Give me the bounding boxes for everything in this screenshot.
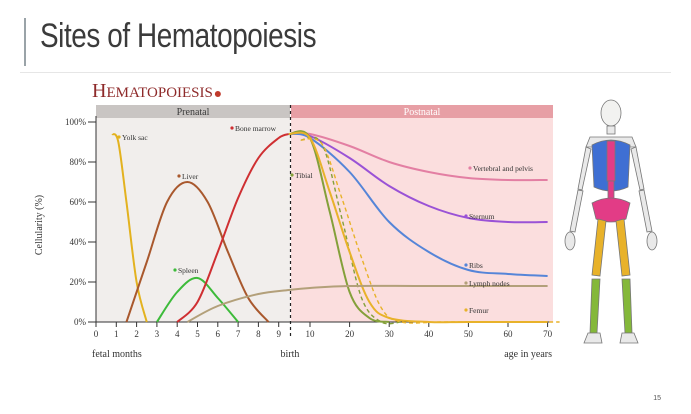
chart-title-rest: EMATOPOIESIS [106, 85, 212, 101]
x-axis: 0 1 2 3 4 5 6 7 8 9 10 20 30 40 50 60 70 [94, 321, 553, 339]
left-forearm [569, 189, 584, 233]
series-label-yolk-sac: Yolk sac [122, 133, 148, 142]
right-foot [619, 332, 639, 344]
y-tick-label: 20% [70, 277, 87, 287]
x-tick-label: 2 [134, 329, 139, 339]
right-tibia [621, 278, 633, 334]
x-tick-label: 8 [256, 329, 261, 339]
title-dot [214, 91, 221, 97]
x-tick-label: 20 [345, 329, 355, 339]
label-dot-tibial [290, 173, 294, 177]
prenatal-label: Prenatal [177, 107, 210, 118]
series-label-spleen: Spleen [178, 266, 199, 275]
series-label-tibial: Tibial [295, 171, 313, 180]
x-tick-label: 6 [216, 329, 221, 339]
series-line-vertebral-and-pelvis [288, 132, 548, 182]
series-label-bone-marrow: Bone marrow [235, 124, 277, 133]
series-label-femur: Femur [469, 306, 489, 315]
series-label-vertebral-and-pelvis: Vertebral and pelvis [473, 164, 533, 173]
left-femur [591, 218, 607, 277]
pelvis [591, 197, 631, 223]
series-label-sternum: Sternum [469, 212, 495, 221]
x-tick-label: 7 [236, 329, 241, 339]
y-tick-label: 80% [70, 157, 87, 167]
x-tick-label: 9 [276, 329, 281, 339]
series-label-liver: Liver [182, 172, 199, 181]
label-dot-spleen [173, 268, 177, 272]
y-axis: 0% 20% 40% 60% 80% 100% [65, 116, 97, 327]
left-tibia [589, 278, 601, 334]
right-humerus [630, 146, 645, 191]
y-axis-label: Cellularity (%) [34, 195, 45, 255]
series-label-ribs: Ribs [469, 261, 483, 270]
left-hand [564, 231, 576, 251]
series-group [111, 130, 560, 325]
postnatal-band [291, 105, 553, 118]
title-divider [20, 72, 671, 73]
title-accent-bar [24, 18, 26, 66]
x-label-fetal: fetal months [92, 349, 142, 360]
left-humerus [577, 146, 592, 191]
series-line-yolk-sac [111, 133, 148, 323]
hematopoiesis-chart: HEMATOPOIESIS Prenatal Postnatal 0%20%40… [34, 80, 560, 360]
x-tick-label: 70 [543, 329, 553, 339]
x-tick-label: 40 [424, 329, 434, 339]
series-line-liver [125, 180, 270, 323]
label-dot-sternum [464, 214, 468, 218]
postnatal-area [291, 118, 553, 322]
label-dot-bone-marrow [230, 126, 234, 130]
series-line-bone-marrow [176, 133, 290, 323]
x-tick-label: 30 [385, 329, 395, 339]
x-tick-label: 3 [155, 329, 160, 339]
y-tick-label: 100% [65, 117, 87, 127]
prenatal-area [96, 118, 290, 322]
series-line-spleen [156, 276, 239, 323]
label-dot-lymph-nodes [464, 281, 468, 285]
slide-title: Sites of Hematopoiesis [40, 17, 317, 55]
prenatal-band [96, 105, 290, 118]
x-label-years: age in years [504, 349, 552, 360]
skeleton-illustration [564, 99, 658, 344]
y-tick-label: 60% [70, 197, 87, 207]
y-tick-label: 0% [74, 317, 87, 327]
right-femur [615, 218, 631, 277]
skull [600, 99, 622, 127]
neck [606, 125, 616, 135]
series-line-femur-dashed [300, 137, 560, 324]
series-line-ribs [288, 132, 548, 277]
x-tick-label: 5 [195, 329, 200, 339]
x-tick-label: 1 [114, 329, 119, 339]
label-dot-liver [177, 174, 181, 178]
label-dot-yolk-sac [117, 135, 121, 139]
x-tick-label: 60 [504, 329, 514, 339]
x-label-birth: birth [281, 349, 300, 360]
chart-title-initial: H [92, 80, 106, 102]
series-labels: Yolk sac Liver Spleen Bone marrow Tibial Vert… [117, 124, 533, 315]
x-tick-label: 50 [464, 329, 474, 339]
series-line-lymph-nodes [186, 284, 548, 323]
series-line-sternum [288, 132, 548, 224]
series-label-lymph-nodes: Lymph nodes [469, 279, 510, 288]
x-tick-label: 10 [306, 329, 316, 339]
postnatal-label: Postnatal [404, 107, 441, 118]
x-tick-label: 4 [175, 329, 180, 339]
right-hand [646, 231, 658, 251]
x-tick-label: 0 [94, 329, 99, 339]
right-forearm [638, 189, 653, 233]
chart-title: HEMATOPOIESIS [92, 80, 213, 102]
sternum-bone [606, 140, 616, 182]
label-dot-ribs [464, 263, 468, 267]
y-tick-label: 40% [70, 237, 87, 247]
label-dot-femur [464, 308, 468, 312]
left-foot [583, 332, 603, 344]
page-number: 15 [653, 395, 661, 402]
label-dot-vertebral-and-pelvis [468, 166, 472, 170]
